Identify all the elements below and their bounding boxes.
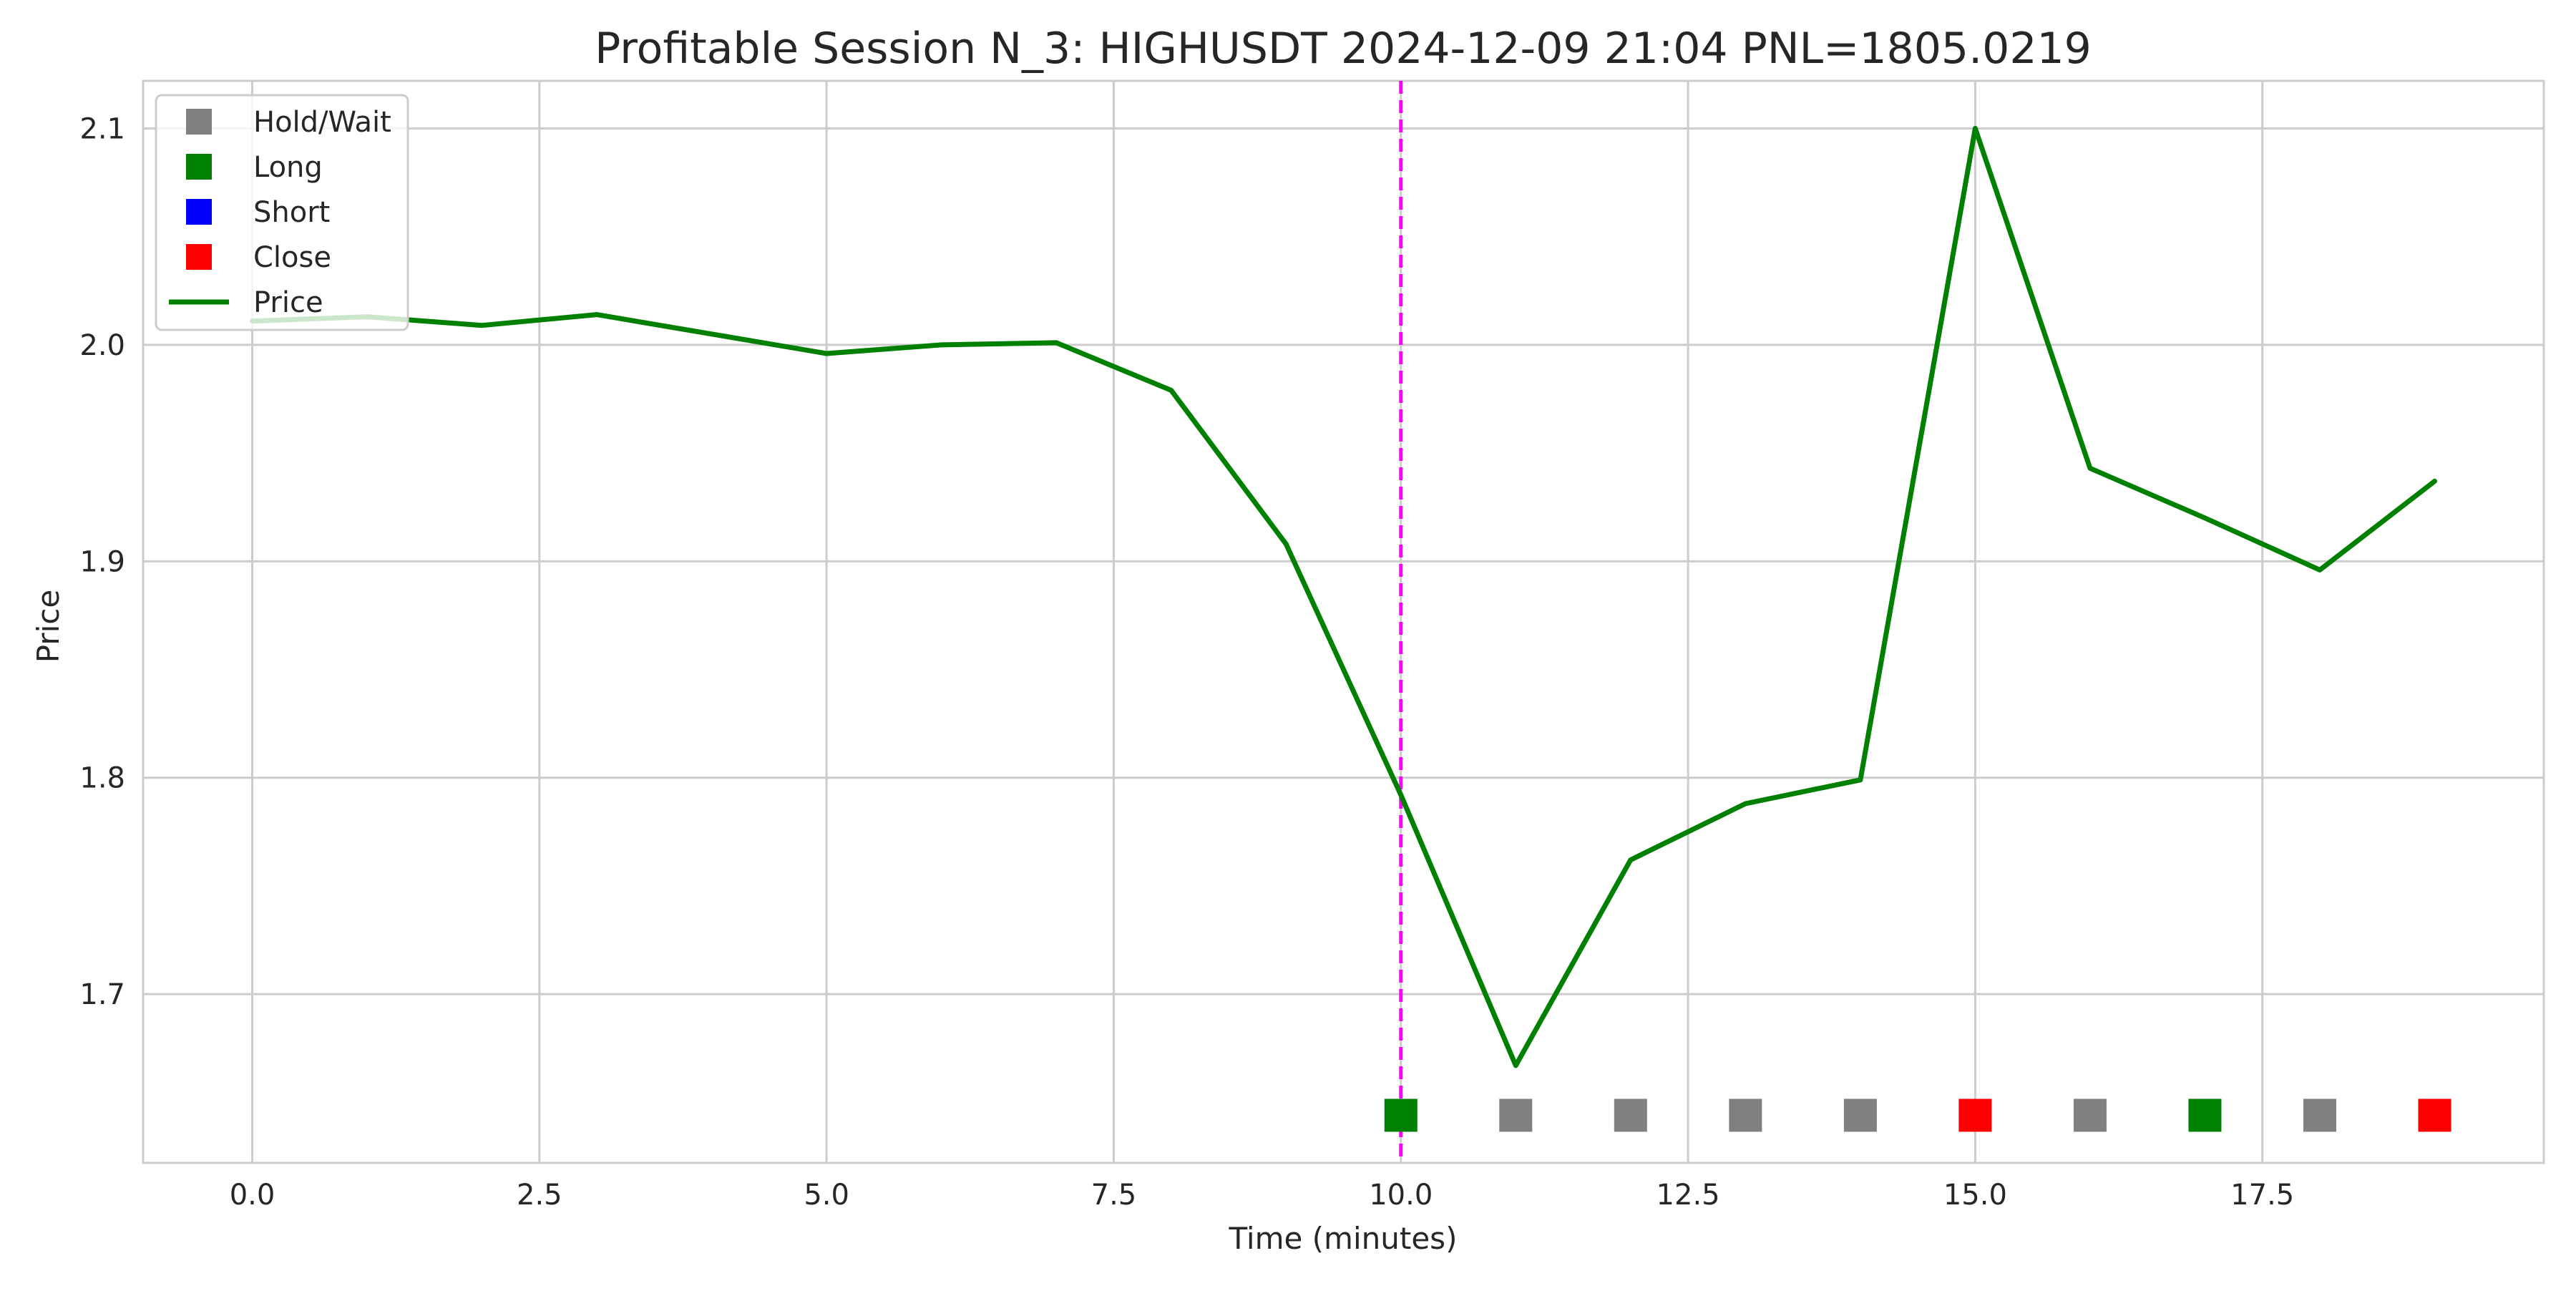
y-tick-label: 2.0 — [79, 329, 125, 362]
legend-label-price: Price — [253, 286, 323, 319]
chart-title: Profitable Session N_3: HIGHUSDT 2024-12… — [595, 24, 2092, 74]
legend-swatch-long — [186, 154, 212, 180]
x-tick-label: 10.0 — [1369, 1179, 1433, 1212]
action-marker-hold-wait — [2073, 1098, 2107, 1132]
action-marker-long — [2188, 1098, 2222, 1132]
action-marker-hold-wait — [2303, 1098, 2336, 1132]
action-marker-close — [2418, 1098, 2451, 1132]
legend-swatch-close — [186, 244, 212, 270]
action-marker-long — [1384, 1098, 1418, 1132]
x-axis-label: Time (minutes) — [1229, 1221, 1458, 1256]
x-tick-label: 5.0 — [804, 1179, 849, 1212]
y-tick-label: 1.7 — [79, 978, 125, 1011]
x-tick-label: 12.5 — [1657, 1179, 1720, 1212]
tick-labels: 0.0 2.5 5.0 7.5 10.0 12.5 15.0 17.5 1.7 1.8 1.9 2.0… — [79, 113, 2294, 1212]
y-tick-label: 2.1 — [79, 113, 125, 146]
plot-frame — [142, 79, 2545, 1164]
legend-label-short: Short — [253, 196, 330, 229]
x-tick-label: 17.5 — [2230, 1179, 2294, 1212]
legend: Hold/Wait Long Short Close Price — [155, 94, 409, 331]
legend-swatch-hold-wait — [186, 109, 212, 135]
y-tick-label: 1.9 — [79, 545, 125, 578]
price-line — [250, 126, 2437, 1068]
action-marker-hold-wait — [1614, 1098, 1647, 1132]
x-tick-label: 2.5 — [517, 1179, 562, 1212]
action-marker-hold-wait — [1499, 1098, 1533, 1132]
action-markers — [1384, 1098, 2451, 1132]
action-marker-hold-wait — [1843, 1098, 1877, 1132]
price-series — [250, 126, 2437, 1068]
y-axis-label: Price — [31, 590, 66, 663]
grid — [143, 81, 2544, 1163]
legend-label-hold-wait: Hold/Wait — [253, 106, 391, 139]
x-tick-label: 15.0 — [1943, 1179, 2007, 1212]
legend-swatch-short — [186, 199, 212, 225]
action-marker-hold-wait — [1729, 1098, 1762, 1132]
action-marker-close — [1958, 1098, 1992, 1132]
legend-label-close: Close — [253, 241, 331, 274]
legend-box — [155, 94, 409, 331]
legend-label-long: Long — [253, 151, 323, 184]
x-tick-label: 7.5 — [1091, 1179, 1137, 1212]
y-tick-label: 1.8 — [79, 762, 125, 795]
x-tick-label: 0.0 — [230, 1179, 275, 1212]
